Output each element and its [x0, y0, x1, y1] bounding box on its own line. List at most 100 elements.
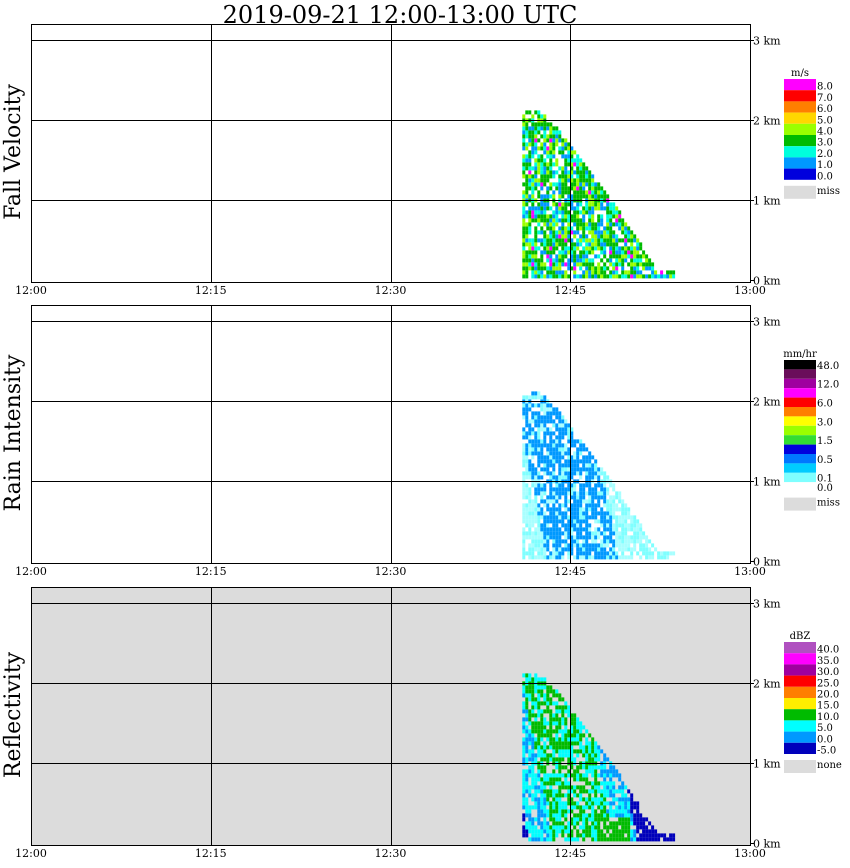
precip-cell — [561, 234, 565, 239]
precip-cell — [525, 130, 529, 135]
precip-cell — [555, 531, 559, 536]
precip-cell — [561, 813, 565, 818]
precip-cell — [576, 527, 580, 532]
precip-cell — [573, 218, 577, 223]
precip-cell — [531, 539, 535, 544]
precip-cell — [639, 242, 643, 247]
precip-cell — [552, 495, 556, 500]
precip-cell — [564, 166, 568, 171]
precip-cell — [639, 547, 643, 552]
precip-cell — [555, 126, 559, 131]
legend-swatch — [784, 168, 816, 180]
precip-cell — [528, 737, 532, 742]
precip-cell — [564, 262, 568, 267]
precip-cell — [606, 757, 610, 762]
precip-cell — [537, 677, 541, 682]
precip-cell — [597, 805, 601, 810]
precip-cell — [624, 234, 628, 239]
precip-cell — [591, 801, 595, 806]
precip-cell — [528, 773, 532, 778]
precip-cell — [552, 801, 556, 806]
precip-cell — [630, 809, 634, 814]
precip-cell — [558, 829, 562, 834]
precip-cell — [585, 547, 589, 552]
precip-cell — [561, 467, 565, 472]
precip-cell — [552, 142, 556, 147]
precip-cell — [570, 725, 574, 730]
precip-cell — [525, 230, 529, 235]
precip-cell — [555, 242, 559, 247]
precip-cell — [534, 467, 538, 472]
precip-cell — [597, 262, 601, 267]
precip-cell — [564, 733, 568, 738]
x-tick-label: 12:45 — [554, 284, 586, 297]
precip-cell — [585, 789, 589, 794]
precip-cell — [552, 551, 556, 556]
precip-cell — [555, 741, 559, 746]
precip-cell — [546, 170, 550, 175]
precip-cell — [537, 246, 541, 251]
precip-cell — [663, 551, 667, 556]
precip-cell — [537, 202, 541, 207]
precip-cell — [528, 531, 532, 536]
precip-cell — [555, 693, 559, 698]
precip-cell — [579, 555, 583, 560]
precip-cell — [564, 507, 568, 512]
legend-swatch — [784, 388, 816, 398]
precip-cell — [531, 793, 535, 798]
precip-cell — [579, 833, 583, 838]
precip-cell — [615, 238, 619, 243]
precip-cell — [558, 539, 562, 544]
precip-cell — [552, 491, 556, 496]
precip-cell — [540, 805, 544, 810]
precip-cell — [534, 403, 538, 408]
precip-cell — [597, 547, 601, 552]
precip-cell — [591, 499, 595, 504]
precip-cell — [534, 539, 538, 544]
precip-cell — [525, 431, 529, 436]
precip-cell — [558, 447, 562, 452]
precip-cell — [612, 837, 616, 842]
precip-cell — [558, 455, 562, 460]
precip-cell — [552, 507, 556, 512]
precip-cell — [531, 451, 535, 456]
precip-cell — [573, 186, 577, 191]
precip-cell — [522, 503, 526, 508]
precip-cell — [564, 531, 568, 536]
precip-cell — [570, 170, 574, 175]
precip-cell — [582, 813, 586, 818]
precip-cell — [552, 693, 556, 698]
precip-cell — [567, 158, 571, 163]
y-tick-label: 3 km — [753, 35, 781, 48]
precip-cell — [543, 250, 547, 255]
precip-cell — [525, 701, 529, 706]
precip-cell — [552, 443, 556, 448]
precip-cell — [630, 801, 634, 806]
precip-cell — [615, 527, 619, 532]
precip-cell — [579, 817, 583, 822]
precip-cell — [573, 182, 577, 187]
precip-cell — [621, 274, 625, 279]
precip-cell — [567, 515, 571, 520]
precip-cell — [537, 419, 541, 424]
precip-cell — [573, 725, 577, 730]
precip-cell — [603, 551, 607, 556]
precip-cell — [555, 439, 559, 444]
precip-cell — [525, 258, 529, 263]
precip-cell — [543, 415, 547, 420]
legend-swatch — [784, 425, 816, 436]
precip-cell — [576, 182, 580, 187]
precip-cell — [600, 206, 604, 211]
precip-cell — [606, 817, 610, 822]
precip-cell — [522, 769, 526, 774]
precip-cell — [570, 218, 574, 223]
precip-cell — [636, 551, 640, 556]
precip-cell — [636, 825, 640, 830]
precip-cell — [525, 829, 529, 834]
precip-cell — [570, 146, 574, 151]
precip-cell — [621, 519, 625, 524]
precip-cell — [564, 234, 568, 239]
precip-cell — [618, 519, 622, 524]
precip-cell — [576, 539, 580, 544]
